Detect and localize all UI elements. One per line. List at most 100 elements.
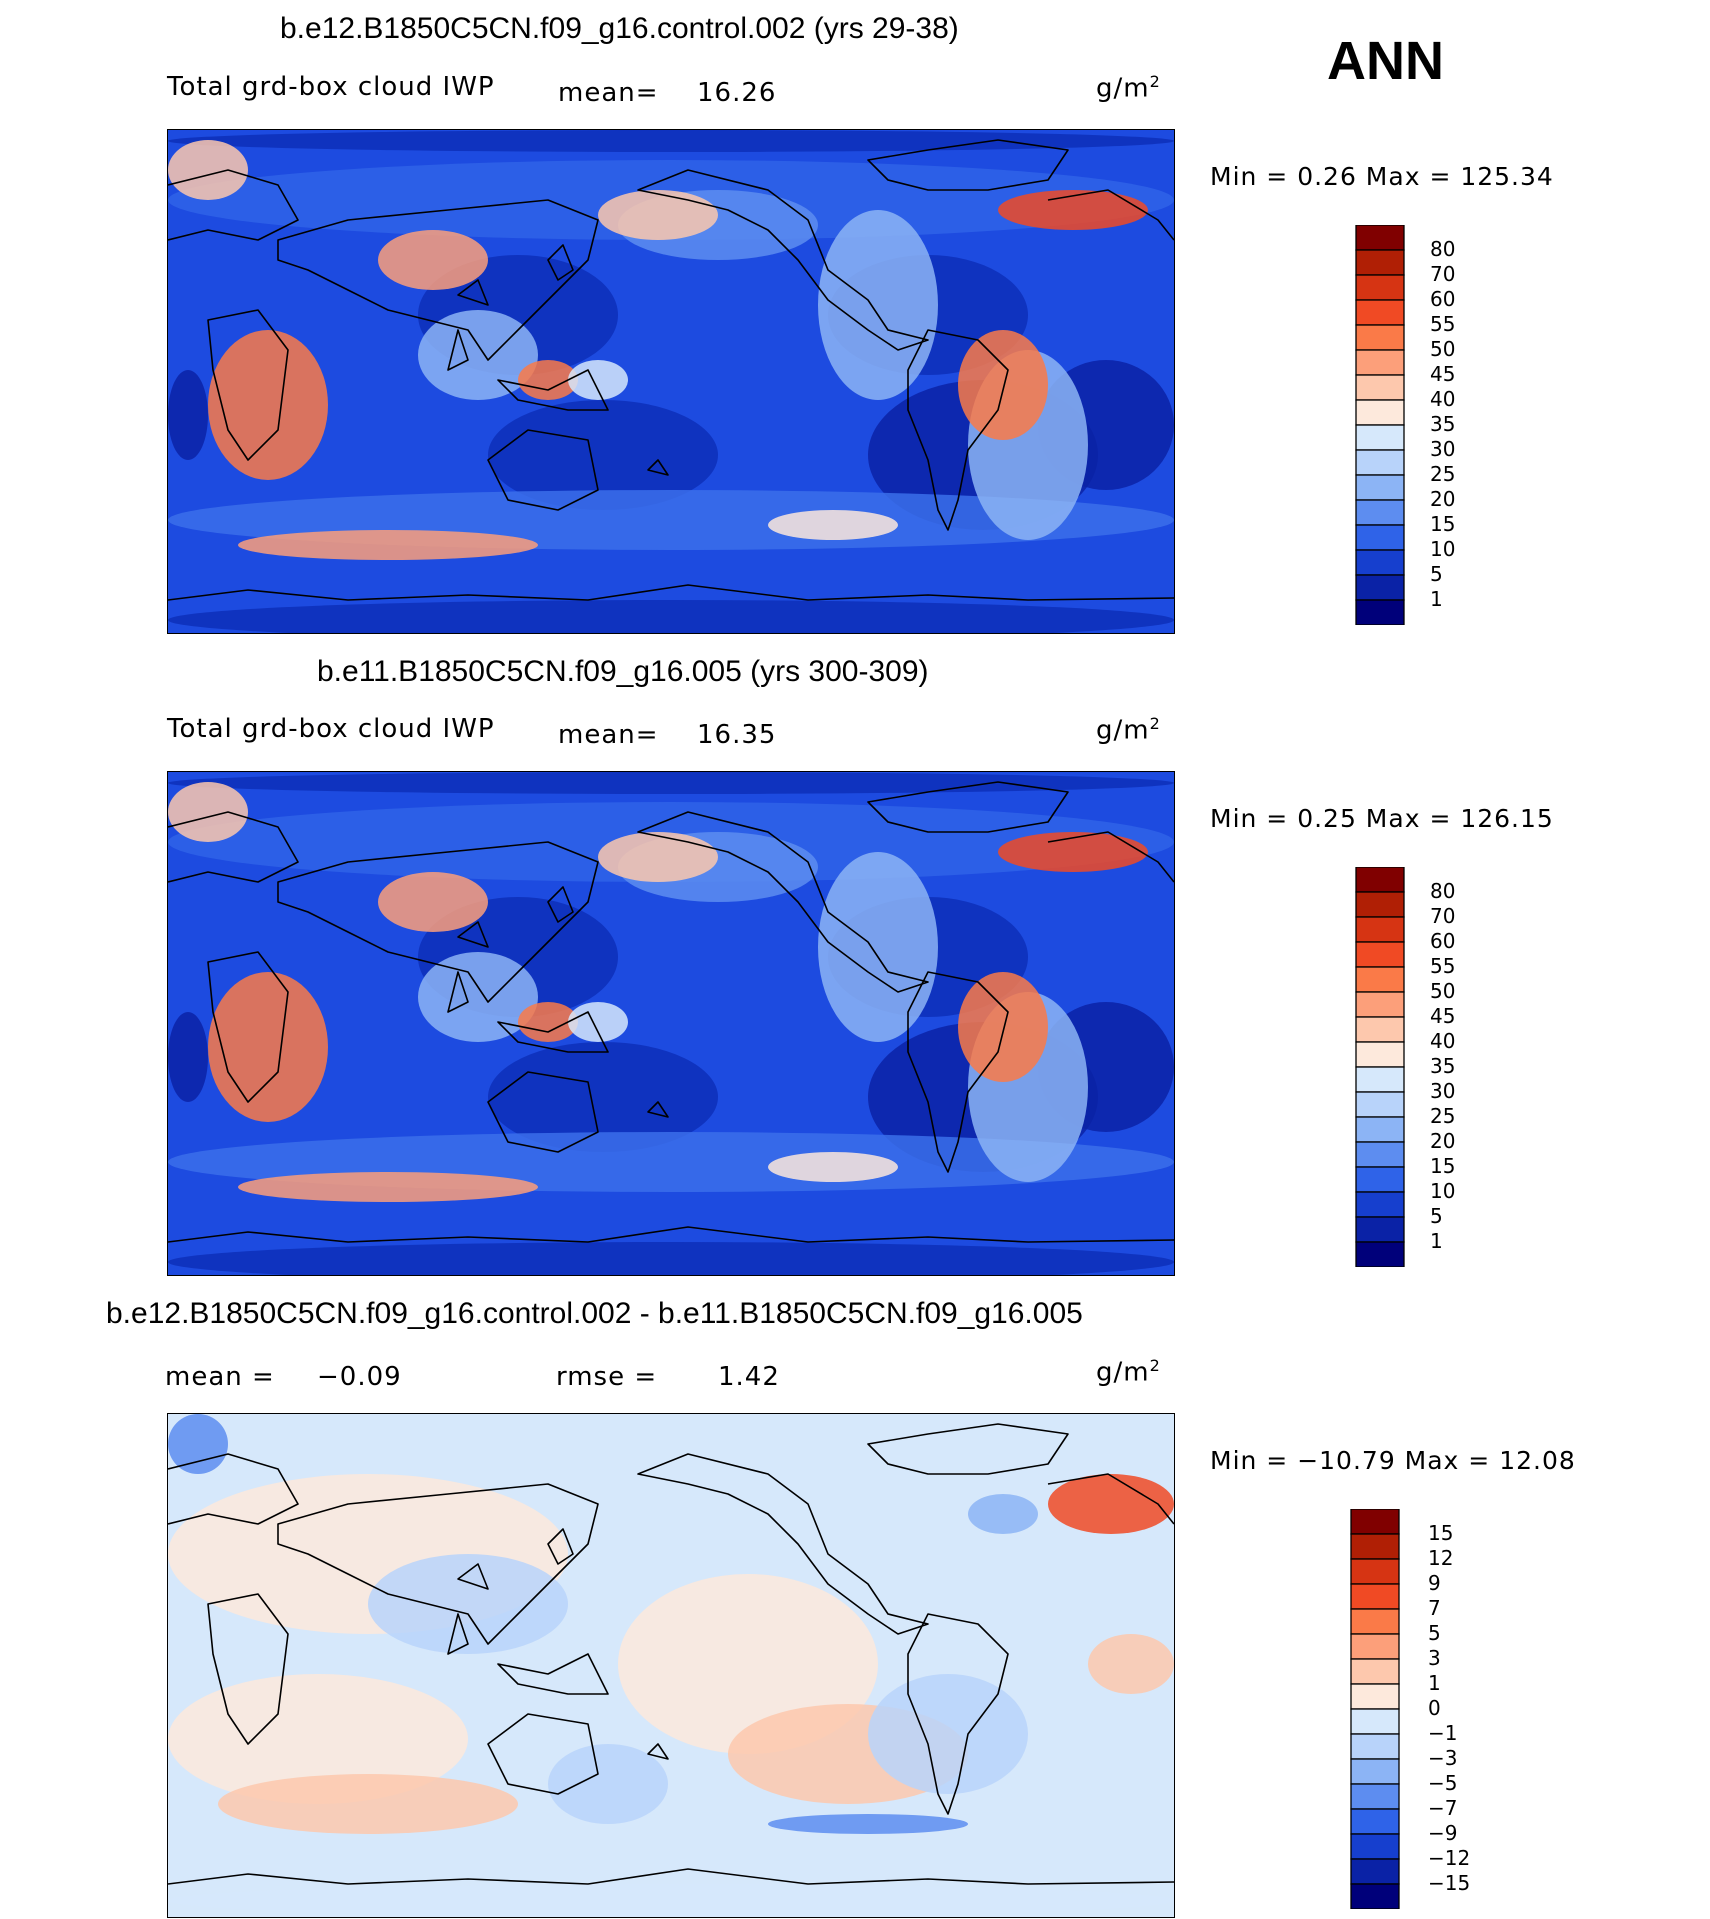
colorbar-swatch bbox=[1355, 574, 1405, 601]
colorbar-tick-label: 25 bbox=[1430, 1104, 1456, 1128]
colorbar-swatch bbox=[1355, 249, 1405, 276]
panel3-field-layer bbox=[168, 1414, 1174, 1917]
colorbar-tick-label: 0 bbox=[1428, 1696, 1441, 1720]
colorbar-swatch bbox=[1350, 1533, 1400, 1560]
coastline bbox=[447, 971, 469, 1013]
panel1-mean-value: 16.26 bbox=[697, 78, 777, 108]
coastline bbox=[647, 459, 669, 476]
coastline bbox=[867, 1423, 1069, 1475]
colorbar-tick-label: −5 bbox=[1428, 1771, 1458, 1795]
colorbar-swatch bbox=[1350, 1758, 1400, 1785]
colorbar-tick-label: 80 bbox=[1430, 237, 1456, 261]
panel1-map bbox=[167, 129, 1175, 634]
colorbar-swatch bbox=[1355, 1091, 1405, 1118]
panel2-variable: Total grd-box cloud IWP bbox=[167, 714, 495, 744]
panel2-mean-label: mean= bbox=[558, 720, 659, 750]
panel2-minmax: Min = 0.25 Max = 126.15 bbox=[1210, 804, 1554, 833]
colorbar-swatch bbox=[1350, 1608, 1400, 1635]
panel3-rmse-label: rmse = bbox=[556, 1362, 658, 1392]
panel2-colorbar-labels: 80 70 60 55 50 45 40 35 30 25 20 15 10 5 1 bbox=[1430, 867, 1510, 1267]
panel2-units: g/m2 bbox=[1096, 714, 1161, 746]
panel2-field-layer bbox=[168, 772, 1174, 1275]
colorbar-tick-label: 15 bbox=[1428, 1521, 1454, 1545]
colorbar-tick-label: 45 bbox=[1430, 362, 1456, 386]
colorbar-tick-label: 25 bbox=[1430, 462, 1456, 486]
panel1-title: b.e12.B1850C5CN.f09_g16.control.002 (yrs… bbox=[280, 12, 959, 45]
colorbar-swatch bbox=[1350, 1808, 1400, 1835]
coastline bbox=[547, 886, 574, 923]
colorbar-tick-label: 5 bbox=[1430, 1204, 1443, 1228]
colorbar-tick-label: 55 bbox=[1430, 954, 1456, 978]
colorbar-tick-label: 55 bbox=[1430, 312, 1456, 336]
panel2-title: b.e11.B1850C5CN.f09_g16.005 (yrs 300-309… bbox=[317, 655, 929, 688]
colorbar-tick-label: 10 bbox=[1430, 1179, 1456, 1203]
colorbar-tick-label: 60 bbox=[1430, 287, 1456, 311]
coastline bbox=[487, 1713, 599, 1795]
colorbar-swatch bbox=[1355, 1241, 1405, 1267]
colorbar-swatch bbox=[1355, 324, 1405, 351]
colorbar-tick-label: 80 bbox=[1430, 879, 1456, 903]
coastline bbox=[168, 1453, 299, 1525]
coastline bbox=[637, 1453, 929, 1635]
coastline bbox=[447, 1613, 469, 1655]
colorbar-swatch bbox=[1350, 1708, 1400, 1735]
panel1-colorbar-labels: 80 70 60 55 50 45 40 35 30 25 20 15 10 5 1 bbox=[1430, 225, 1510, 625]
colorbar-tick-label: 5 bbox=[1430, 562, 1443, 586]
colorbar-tick-label: 9 bbox=[1428, 1571, 1441, 1595]
coastline bbox=[207, 951, 289, 1103]
colorbar-tick-label: 15 bbox=[1430, 1154, 1456, 1178]
coastline bbox=[867, 781, 1069, 833]
coastline bbox=[168, 1868, 1174, 1885]
coastline bbox=[497, 1653, 609, 1695]
coastline bbox=[547, 1528, 574, 1565]
panel1-variable: Total grd-box cloud IWP bbox=[167, 72, 495, 102]
colorbar-swatch bbox=[1355, 1191, 1405, 1218]
colorbar-swatch bbox=[1355, 991, 1405, 1018]
coastline bbox=[457, 921, 489, 948]
coastline bbox=[907, 971, 1009, 1173]
colorbar-tick-label: 20 bbox=[1430, 487, 1456, 511]
colorbar-swatch bbox=[1350, 1733, 1400, 1760]
coastline bbox=[907, 1613, 1009, 1815]
colorbar-tick-label: −3 bbox=[1428, 1746, 1458, 1770]
colorbar-tick-label: −12 bbox=[1428, 1846, 1471, 1870]
coastline bbox=[207, 309, 289, 461]
colorbar-tick-label: −15 bbox=[1428, 1871, 1471, 1895]
colorbar-tick-label: 30 bbox=[1430, 1079, 1456, 1103]
panel3-map bbox=[167, 1413, 1175, 1918]
colorbar-swatch bbox=[1355, 549, 1405, 576]
coastline bbox=[1047, 831, 1174, 883]
colorbar-tick-label: 70 bbox=[1430, 262, 1456, 286]
colorbar-tick-label: 20 bbox=[1430, 1129, 1456, 1153]
colorbar-swatch bbox=[1350, 1833, 1400, 1860]
colorbar-swatch bbox=[1355, 499, 1405, 526]
coastline bbox=[1047, 1473, 1174, 1525]
coastline bbox=[277, 1483, 599, 1645]
coastline bbox=[277, 841, 599, 1003]
colorbar-swatch bbox=[1350, 1783, 1400, 1810]
panel1-mean-label: mean= bbox=[558, 78, 659, 108]
colorbar-tick-label: 15 bbox=[1430, 512, 1456, 536]
colorbar-tick-label: −1 bbox=[1428, 1721, 1458, 1745]
colorbar-swatch bbox=[1355, 1066, 1405, 1093]
panel3-colorbar-labels: 15 12 9 7 5 3 1 0 −1 −3 −5 −7 −9 −12 −15 bbox=[1428, 1509, 1508, 1909]
panel3-coastlines bbox=[168, 1423, 1174, 1885]
coastline bbox=[497, 1011, 609, 1053]
colorbar-swatch bbox=[1350, 1633, 1400, 1660]
colorbar-swatch bbox=[1355, 1041, 1405, 1068]
colorbar-swatch bbox=[1355, 424, 1405, 451]
colorbar-tick-label: 5 bbox=[1428, 1621, 1441, 1645]
panel3-units: g/m2 bbox=[1096, 1356, 1161, 1388]
colorbar-swatch bbox=[1355, 1116, 1405, 1143]
coastline bbox=[547, 244, 574, 281]
colorbar-tick-label: 1 bbox=[1428, 1671, 1441, 1695]
colorbar-swatch bbox=[1350, 1683, 1400, 1710]
colorbar-tick-label: 3 bbox=[1428, 1646, 1441, 1670]
panel1-field-layer bbox=[168, 130, 1174, 633]
coastline bbox=[457, 1563, 489, 1590]
coastline bbox=[647, 1101, 669, 1118]
colorbar-tick-label: −7 bbox=[1428, 1796, 1458, 1820]
coastline bbox=[168, 811, 299, 883]
panel3-colorbar bbox=[1350, 1509, 1400, 1909]
